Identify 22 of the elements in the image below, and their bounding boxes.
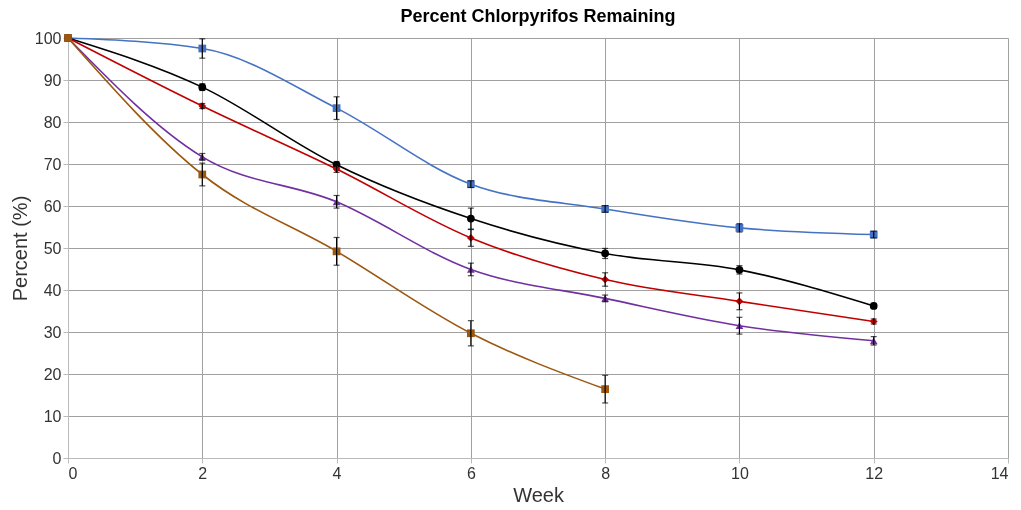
x-axis-title: Week (513, 483, 565, 506)
y-tick-label: 30 (43, 323, 62, 341)
y-tick-label: 50 (43, 239, 62, 257)
y-tick-label: 60 (43, 197, 62, 215)
y-tick-label: 0 (52, 449, 62, 467)
y-tick-label: 20 (43, 365, 62, 383)
x-tick-label: 4 (332, 464, 342, 482)
y-tick-label: 70 (43, 155, 62, 173)
y-tick-label: 80 (43, 113, 62, 131)
y-tick-label: 90 (43, 71, 62, 89)
x-tick-label: 12 (865, 464, 884, 482)
x-tick-label: 10 (731, 464, 749, 482)
x-tick-label: 2 (198, 464, 208, 482)
x-tick-label: 6 (466, 464, 476, 482)
x-tick-label: 8 (601, 464, 611, 482)
chart-title: Percent Chlorpyrifos Remaining (400, 6, 676, 26)
x-tick-label: 14 (990, 464, 1009, 482)
y-tick-label: 100 (34, 29, 62, 47)
y-tick-label: 10 (43, 407, 62, 425)
y-axis-title: Percent (%) (8, 195, 31, 302)
x-tick-label: 0 (68, 464, 78, 482)
y-tick-label: 40 (43, 281, 62, 299)
